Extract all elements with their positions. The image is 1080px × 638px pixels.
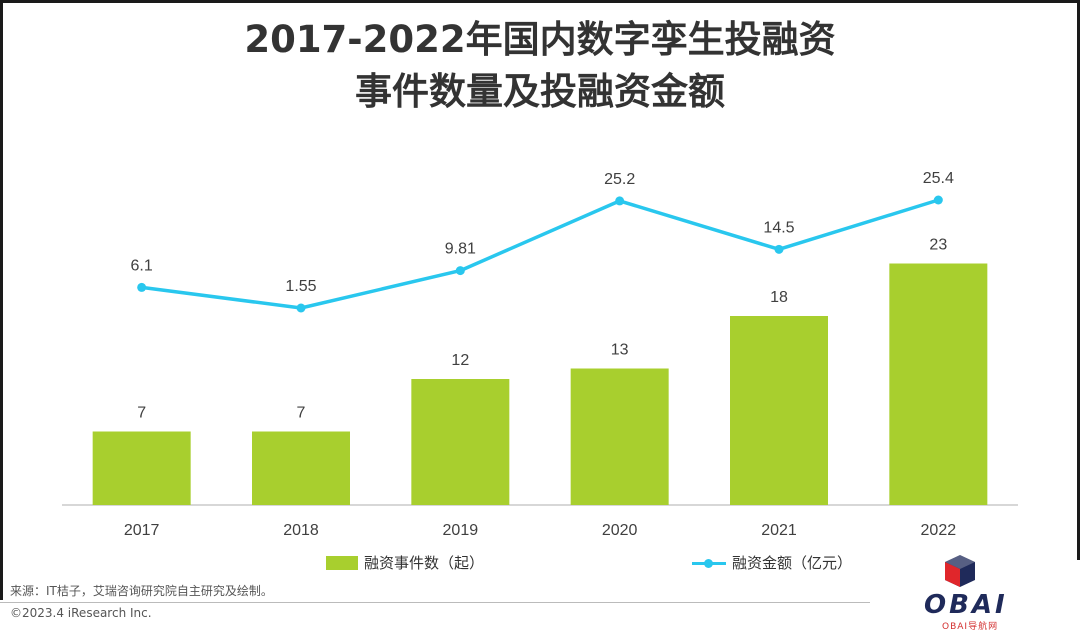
frame-right-border xyxy=(1077,0,1080,560)
watermark-logo xyxy=(945,555,975,587)
bar-data-label: 18 xyxy=(770,289,788,306)
frame-left-border xyxy=(0,0,3,600)
legend-bar-label: 融资事件数（起） xyxy=(364,554,485,572)
chart-title-line2: 事件数量及投融资金额 xyxy=(355,70,725,113)
bar-data-label: 23 xyxy=(929,237,947,254)
chart-title: 2017-2022年国内数字孪生投融资 事件数量及投融资金额 xyxy=(0,14,1080,118)
watermark-text: OBAI xyxy=(924,590,1008,620)
copyright-note: ©2023.4 iResearch Inc. xyxy=(10,606,152,620)
x-tick-label: 2020 xyxy=(602,522,638,539)
line-series xyxy=(141,198,939,310)
bar-data-label: 13 xyxy=(611,342,629,359)
bar-data-label: 7 xyxy=(297,405,306,422)
line-data-label: 6.1 xyxy=(131,257,153,274)
x-tick-label: 2017 xyxy=(124,522,160,539)
line-data-label: 9.81 xyxy=(445,241,476,258)
line-data-label: 25.4 xyxy=(923,170,954,187)
bar xyxy=(92,431,191,505)
legend-bar-swatch xyxy=(326,555,358,570)
frame-top-border xyxy=(0,0,1080,3)
x-tick-label: 2019 xyxy=(443,522,479,539)
x-tick-label: 2021 xyxy=(761,522,797,539)
line-data-label: 1.55 xyxy=(285,278,316,295)
bar xyxy=(889,263,988,505)
chart-title-line1: 2017-2022年国内数字孪生投融资 xyxy=(244,18,836,61)
line-point xyxy=(933,195,943,205)
bar-data-label: 7 xyxy=(137,405,146,422)
line-point xyxy=(774,244,784,254)
legend-line-label: 融资金额（亿元） xyxy=(732,554,853,572)
footer-divider xyxy=(0,602,870,603)
bar xyxy=(570,368,669,505)
line-data-label: 14.5 xyxy=(763,219,794,236)
x-tick-label: 2018 xyxy=(283,522,319,539)
bar-data-label: 12 xyxy=(451,352,469,369)
bar xyxy=(411,379,510,505)
line-point xyxy=(615,196,625,206)
line-point xyxy=(137,282,147,292)
bar xyxy=(252,431,350,505)
source-note: 来源：IT桔子，艾瑞咨询研究院自主研究及绘制。 xyxy=(10,584,273,598)
line-point xyxy=(455,266,465,276)
bar xyxy=(730,316,828,505)
watermark-subtext: OBAI导航网 xyxy=(942,622,999,632)
line-data-label: 25.2 xyxy=(604,171,635,188)
line-point xyxy=(296,303,306,313)
legend-item-line[interactable]: 融资金额（亿元） xyxy=(692,552,852,573)
legend-item-bar[interactable]: 融资事件数（起） xyxy=(326,552,484,573)
legend-line-swatch xyxy=(692,556,726,570)
x-tick-label: 2022 xyxy=(921,522,957,539)
